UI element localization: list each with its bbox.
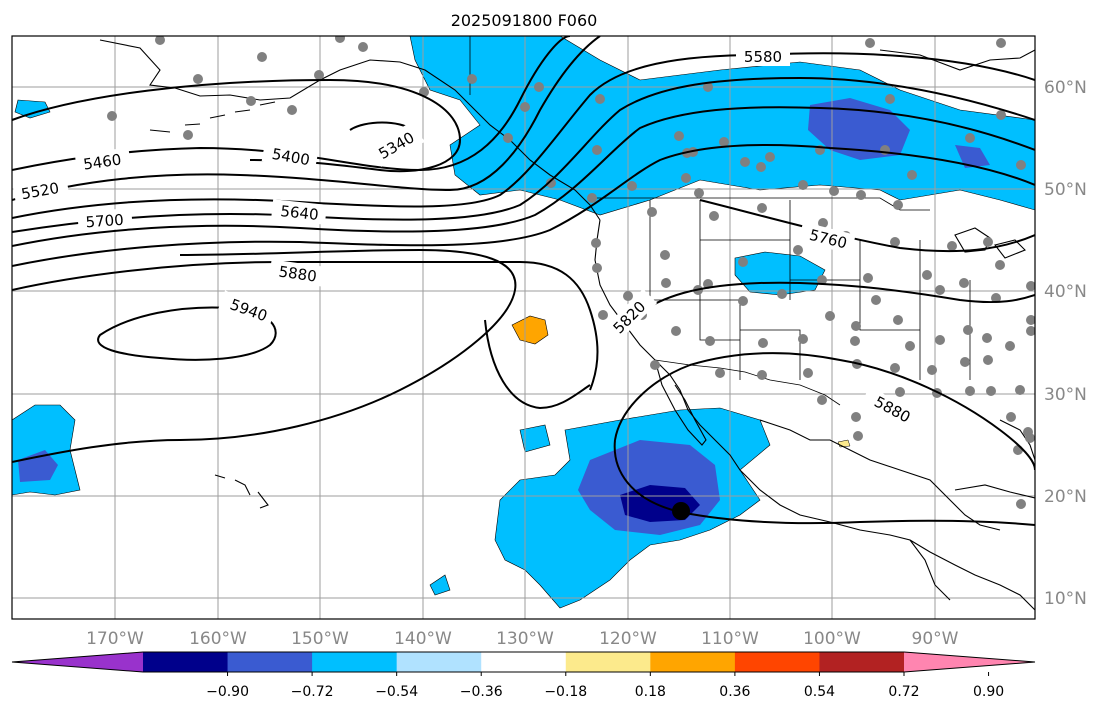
colorbar-segment — [565, 652, 651, 672]
storm-center-marker — [672, 502, 690, 520]
anomaly-region-mexico — [519, 424, 551, 453]
colorbar-extend-low — [12, 652, 143, 672]
coastlines — [99, 39, 1035, 611]
coast-baja — [654, 359, 707, 446]
anomaly-region-small-patch — [429, 574, 451, 596]
longitude-labels: 170°W 160°W 150°W 140°W 130°W 120°W 110°… — [86, 629, 959, 649]
graticule — [12, 36, 1035, 619]
map-frame — [11, 35, 1036, 620]
shaded-field-orange — [511, 315, 549, 345]
station-markers — [107, 36, 1035, 509]
colorbar-segment — [481, 652, 567, 672]
contour-5520 — [12, 36, 601, 201]
colorbar-tick-label: −0.54 — [375, 684, 418, 700]
colorbar-segment — [734, 652, 820, 672]
colorbar-extend-high — [904, 652, 1035, 672]
positive-anomaly-offshore — [511, 315, 549, 345]
colorbar-tick-label: 0.54 — [804, 684, 835, 700]
colorbar-tick-label: −0.36 — [460, 684, 503, 700]
colorbar-segment — [396, 652, 482, 672]
lon-label: 130°W — [496, 629, 554, 649]
contour-5940 — [97, 306, 277, 361]
coast-west-us — [594, 219, 951, 601]
lon-label: 110°W — [701, 629, 759, 649]
lon-label: 120°W — [599, 629, 657, 649]
coast-aleutians — [149, 101, 276, 133]
height-contours — [12, 36, 1035, 526]
contour-5820 — [12, 261, 1035, 391]
anomaly-region-west-coast — [14, 99, 51, 119]
contour-label-5460: 5460 — [82, 150, 122, 173]
coast-cuba — [954, 484, 1035, 499]
colorbar-tick-label: −0.18 — [544, 684, 587, 700]
lon-label: 160°W — [189, 629, 247, 649]
contour-5760 — [12, 144, 1035, 267]
lat-label: 40°N — [1044, 282, 1087, 302]
lat-label: 60°N — [1044, 78, 1087, 98]
colorbar-tick-label: 0.72 — [888, 684, 919, 700]
lat-label: 50°N — [1044, 180, 1087, 200]
colorbar-tick-label: 0.36 — [719, 684, 750, 700]
lon-label: 140°W — [394, 629, 452, 649]
coast-alaska — [99, 39, 601, 221]
anomaly-core-canada-east — [955, 145, 990, 168]
colorbar-segment — [819, 652, 905, 672]
colorbar-segment — [312, 652, 398, 672]
latitude-labels: 60°N 50°N 40°N 30°N 20°N 10°N — [1044, 78, 1087, 609]
contour-label-5700: 5700 — [85, 211, 124, 232]
contour-label-5640: 5640 — [280, 202, 320, 224]
contour-label-5580: 5580 — [744, 48, 782, 66]
coast-florida-east — [999, 419, 1035, 461]
contour-5880-south — [613, 439, 1035, 526]
map-title: 2025091800 F060 — [451, 11, 598, 30]
lon-label: 150°W — [291, 629, 349, 649]
contour-5640 — [12, 76, 1035, 233]
colorbar-tick-label: 0.18 — [635, 684, 666, 700]
colorbar-tick-labels: −0.90 −0.72 −0.54 −0.36 −0.18 0.18 0.36 0.54 0.7… — [206, 672, 1004, 700]
colorbar-segment — [143, 652, 229, 672]
lat-label: 30°N — [1044, 385, 1087, 405]
colorbar-segment — [227, 652, 313, 672]
colorbar-segment — [650, 652, 736, 672]
contour-5700 — [12, 106, 1035, 247]
contour-5400 — [12, 78, 462, 173]
colorbar-tick-label: −0.90 — [206, 684, 249, 700]
lon-label: 90°W — [912, 629, 959, 649]
coast-central-america — [909, 539, 1035, 611]
colorbar-outline — [11, 651, 1036, 673]
contour-5880-north — [12, 248, 1035, 471]
contour-label-5880-pacific: 5880 — [278, 262, 318, 285]
colorbar-tick-label: 0.90 — [973, 684, 1004, 700]
colorbar — [11, 651, 1036, 673]
lat-label: 10°N — [1044, 589, 1087, 609]
contour-5580 — [12, 52, 1035, 219]
lat-label: 20°N — [1044, 487, 1087, 507]
colorbar-tick-label: −0.72 — [291, 684, 334, 700]
lon-label: 170°W — [86, 629, 144, 649]
lon-label: 100°W — [803, 629, 861, 649]
map-panel: 5580 5340 5400 5460 5520 5640 5700 5760 … — [12, 36, 1035, 619]
coast-hawaii — [214, 474, 269, 509]
anomaly-region-central-us — [734, 251, 826, 296]
coast-gulf — [759, 419, 1001, 531]
